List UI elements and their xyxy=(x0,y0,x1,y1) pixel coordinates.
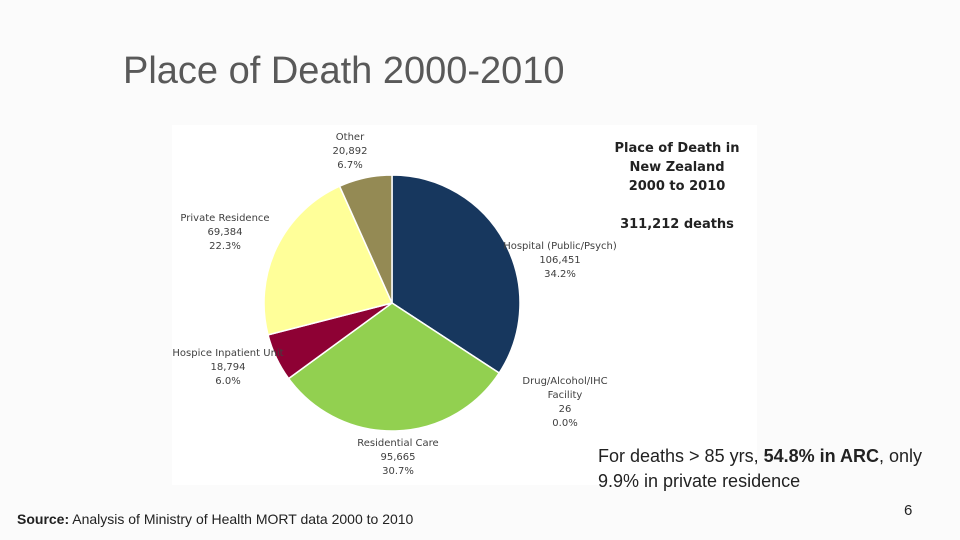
slide-title: Place of Death 2000-2010 xyxy=(123,50,565,92)
slice-percent: 6.0% xyxy=(215,376,241,387)
slice-name: Hospice Inpatient Unit xyxy=(172,348,284,359)
page-number: 6 xyxy=(904,502,913,519)
slice-percent: 22.3% xyxy=(209,241,241,252)
note-text: , only 9.9% in private residence xyxy=(598,446,922,491)
slice-value: 20,892 xyxy=(332,146,368,157)
pie-slice xyxy=(263,185,394,336)
slice-label: Hospital (Public/Psych) 106,451 34.2% xyxy=(500,240,620,282)
slice-label: Residential Care 95,665 30.7% xyxy=(338,437,458,479)
chart-total: 311,212 deaths xyxy=(620,217,734,232)
chart: Place of Death in New Zealand 2000 to 20… xyxy=(172,125,757,485)
slice-percent: 30.7% xyxy=(382,466,414,477)
slice-label: Hospice Inpatient Unit 18,794 6.0% xyxy=(168,347,288,389)
note-text: For deaths > 85 yrs, xyxy=(598,446,764,466)
slice-value: 26 xyxy=(558,404,572,415)
slice-name: Residential Care xyxy=(357,438,439,449)
slice-label: Other 20,892 6.7% xyxy=(290,131,410,173)
slice-percent: 6.7% xyxy=(337,160,363,171)
note-emphasis: 54.8% in ARC xyxy=(763,446,879,466)
source-text: Analysis of Ministry of Health MORT data… xyxy=(69,511,414,527)
slice-value: 95,665 xyxy=(380,452,416,463)
pie-svg xyxy=(263,174,521,432)
slice-name: Other xyxy=(335,132,365,143)
source-label: Source: xyxy=(17,511,70,527)
pie-slice xyxy=(287,302,501,432)
slice-label: Drug/Alcohol/IHC Facility 26 0.0% xyxy=(505,375,625,431)
slice-name: Drug/Alcohol/IHC Facility xyxy=(522,376,608,401)
slice-name: Hospital (Public/Psych) xyxy=(503,241,617,252)
slice-percent: 34.2% xyxy=(544,269,576,280)
slice-value: 69,384 xyxy=(207,227,243,238)
slice-label: Private Residence 69,384 22.3% xyxy=(165,212,285,254)
chart-title: Place of Death in New Zealand 2000 to 20… xyxy=(614,141,740,194)
note: For deaths > 85 yrs, 54.8% in ARC, only … xyxy=(598,444,928,494)
slice-name: Private Residence xyxy=(180,213,270,224)
slice-percent: 0.0% xyxy=(552,418,578,429)
slice-value: 106,451 xyxy=(539,255,581,266)
source: Source: Analysis of Ministry of Health M… xyxy=(17,511,413,527)
pie-slice xyxy=(338,174,393,304)
slice-value: 18,794 xyxy=(210,362,246,373)
